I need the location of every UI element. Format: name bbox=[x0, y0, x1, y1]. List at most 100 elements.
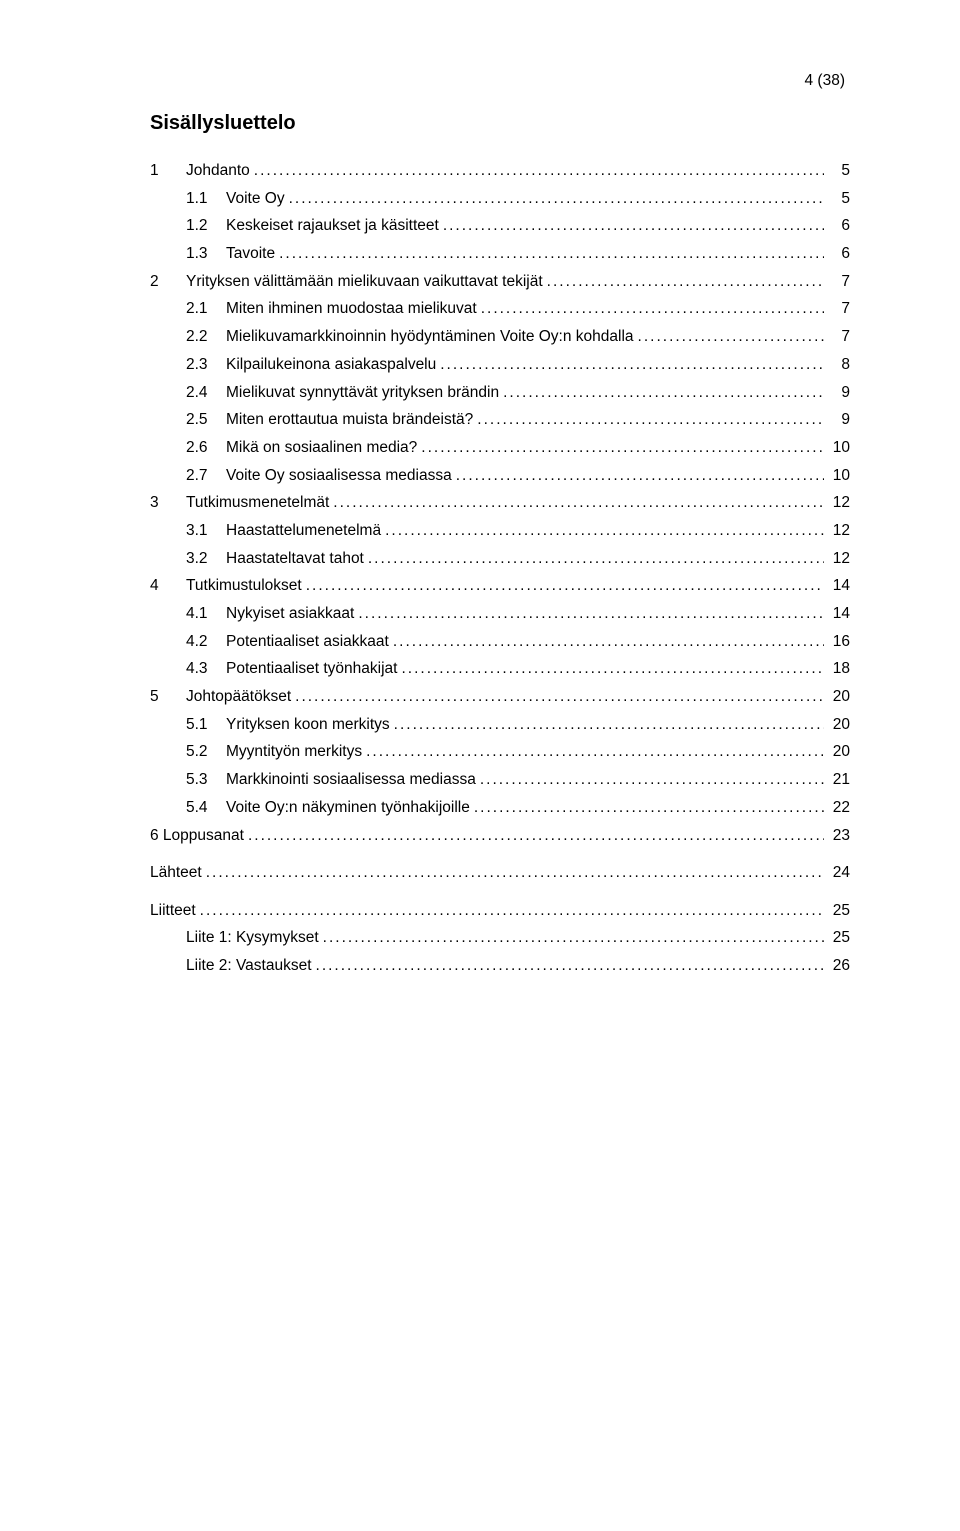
toc-entry-label: Mikä on sosiaalinen media? bbox=[226, 440, 417, 456]
toc-entry-page: 5 bbox=[828, 191, 850, 207]
toc-entry-label: Haastattelumenetelmä bbox=[226, 523, 381, 539]
toc-entry-page: 21 bbox=[828, 772, 850, 788]
toc-entry-number: 1 bbox=[150, 163, 186, 179]
toc-entry-label: Liite 2: Vastaukset bbox=[186, 958, 312, 974]
toc-entry: Liitteet25 bbox=[150, 903, 850, 919]
toc-entry-label: Nykyiset asiakkaat bbox=[226, 606, 354, 622]
toc-leader-dots bbox=[401, 661, 824, 677]
toc-entry-label: Voite Oy sosiaalisessa mediassa bbox=[226, 468, 452, 484]
toc-entry-label: Keskeiset rajaukset ja käsitteet bbox=[226, 218, 439, 234]
toc-entry-page: 8 bbox=[828, 357, 850, 373]
toc-entry: 1Johdanto 5 bbox=[150, 163, 850, 179]
toc-leader-dots bbox=[393, 634, 824, 650]
toc-entry-number: 3 bbox=[150, 495, 186, 511]
toc-entry: 3Tutkimusmenetelmät 12 bbox=[150, 495, 850, 511]
toc-leader-dots bbox=[368, 551, 824, 567]
toc-entry-number: 3.1 bbox=[186, 523, 226, 539]
toc-entry-label: Mielikuvat synnyttävät yrityksen brändin bbox=[226, 385, 499, 401]
toc-leader-dots bbox=[254, 163, 824, 179]
toc-entry-page: 20 bbox=[828, 717, 850, 733]
toc-entry-number: 1.3 bbox=[186, 246, 226, 262]
toc-entry-number: 5.1 bbox=[186, 717, 226, 733]
toc-entry-page: 6 bbox=[828, 246, 850, 262]
toc-entry: 2.4Mielikuvat synnyttävät yrityksen brän… bbox=[150, 385, 850, 401]
document-page: 4 (38) Sisällysluettelo 1Johdanto51.1Voi… bbox=[0, 0, 960, 1056]
toc-entry: 1.2Keskeiset rajaukset ja käsitteet6 bbox=[150, 218, 850, 234]
toc-entry-page: 12 bbox=[828, 495, 850, 511]
toc-leader-dots bbox=[456, 468, 824, 484]
toc-entry: 5.2Myyntityön merkitys20 bbox=[150, 744, 850, 760]
toc-leader-dots bbox=[480, 772, 824, 788]
toc-entry-number: 2.4 bbox=[186, 385, 226, 401]
toc-entry: Liite 1: Kysymykset25 bbox=[150, 930, 850, 946]
toc-entry: 4.1Nykyiset asiakkaat 14 bbox=[150, 606, 850, 622]
toc-entry-label: Tutkimusmenetelmät bbox=[186, 495, 329, 511]
toc-entry-number: 4.3 bbox=[186, 661, 226, 677]
toc-leader-dots bbox=[295, 689, 824, 705]
toc-entry-page: 9 bbox=[828, 385, 850, 401]
toc-entry-label: Mielikuvamarkkinoinnin hyödyntäminen Voi… bbox=[226, 329, 634, 345]
toc-leader-dots bbox=[481, 301, 824, 317]
toc-entry: 4Tutkimustulokset14 bbox=[150, 578, 850, 594]
toc-leader-dots bbox=[316, 958, 824, 974]
toc-entry-number: 5.4 bbox=[186, 800, 226, 816]
toc-entry-page: 14 bbox=[828, 606, 850, 622]
toc-entry: 4.2Potentiaaliset asiakkaat16 bbox=[150, 634, 850, 650]
toc-entry: 2.2Mielikuvamarkkinoinnin hyödyntäminen … bbox=[150, 329, 850, 345]
toc-leader-dots bbox=[333, 495, 824, 511]
toc-title: Sisällysluettelo bbox=[150, 112, 850, 135]
toc-entry: 3.1Haastattelumenetelmä12 bbox=[150, 523, 850, 539]
toc-entry-label: Yrityksen välittämään mielikuvaan vaikut… bbox=[186, 274, 543, 290]
toc-leader-dots bbox=[323, 930, 824, 946]
toc-entry: 1.1Voite Oy5 bbox=[150, 191, 850, 207]
toc-entry-label: Kilpailukeinona asiakaspalvelu bbox=[226, 357, 436, 373]
toc-leader-dots bbox=[477, 412, 824, 428]
toc-entry-label: Yrityksen koon merkitys bbox=[226, 717, 390, 733]
toc-entry-number: 2 bbox=[150, 274, 186, 290]
toc-leader-dots bbox=[289, 191, 824, 207]
toc-entry-label: Voite Oy bbox=[226, 191, 285, 207]
toc-leader-dots bbox=[443, 218, 824, 234]
toc-entry-label: Haastateltavat tahot bbox=[226, 551, 364, 567]
toc-entry-number: 5.3 bbox=[186, 772, 226, 788]
toc-leader-dots bbox=[394, 717, 824, 733]
toc-entry-label: Miten ihminen muodostaa mielikuvat bbox=[226, 301, 477, 317]
toc-entry-label: Lähteet bbox=[150, 865, 202, 881]
toc-entry: 2.1Miten ihminen muodostaa mielikuvat 7 bbox=[150, 301, 850, 317]
toc-entry: 2.6Mikä on sosiaalinen media?10 bbox=[150, 440, 850, 456]
toc-entry-page: 23 bbox=[828, 828, 850, 844]
toc-entry-number: 1.2 bbox=[186, 218, 226, 234]
toc-entry: 3.2Haastateltavat tahot12 bbox=[150, 551, 850, 567]
toc-leader-dots bbox=[206, 865, 824, 881]
toc-entry: 5.4Voite Oy:n näkyminen työnhakijoille22 bbox=[150, 800, 850, 816]
toc-entry: 2Yrityksen välittämään mielikuvaan vaiku… bbox=[150, 274, 850, 290]
toc-entry-number: 2.7 bbox=[186, 468, 226, 484]
toc-entry-label: Myyntityön merkitys bbox=[226, 744, 362, 760]
toc-leader-dots bbox=[638, 329, 824, 345]
toc-entry: 2.7Voite Oy sosiaalisessa mediassa10 bbox=[150, 468, 850, 484]
toc-entry-label: Tavoite bbox=[226, 246, 275, 262]
toc-entry-page: 16 bbox=[828, 634, 850, 650]
toc-entry: Liite 2: Vastaukset26 bbox=[150, 958, 850, 974]
toc-entry-page: 7 bbox=[828, 301, 850, 317]
toc-entry-label: Johdanto bbox=[186, 163, 250, 179]
toc-leader-dots bbox=[248, 828, 824, 844]
toc-entry-number: 4.1 bbox=[186, 606, 226, 622]
toc-entry-label: Potentiaaliset työnhakijat bbox=[226, 661, 397, 677]
toc-entry: 4.3Potentiaaliset työnhakijat18 bbox=[150, 661, 850, 677]
toc-leader-dots bbox=[366, 744, 824, 760]
toc-entry-label: Miten erottautua muista brändeistä? bbox=[226, 412, 473, 428]
toc-leader-dots bbox=[503, 385, 824, 401]
toc-leader-dots bbox=[200, 903, 824, 919]
toc-entry-page: 24 bbox=[828, 865, 850, 881]
toc-entry-page: 5 bbox=[828, 163, 850, 179]
toc-entry-page: 22 bbox=[828, 800, 850, 816]
toc-entry-page: 25 bbox=[828, 930, 850, 946]
toc-entry-label: 6 Loppusanat bbox=[150, 828, 244, 844]
toc-entry-number: 5.2 bbox=[186, 744, 226, 760]
toc-entry-page: 12 bbox=[828, 551, 850, 567]
toc-entry-number: 2.3 bbox=[186, 357, 226, 373]
toc-entry-number: 2.1 bbox=[186, 301, 226, 317]
page-number: 4 (38) bbox=[805, 72, 846, 90]
toc-entry: 6 Loppusanat 23 bbox=[150, 828, 850, 844]
